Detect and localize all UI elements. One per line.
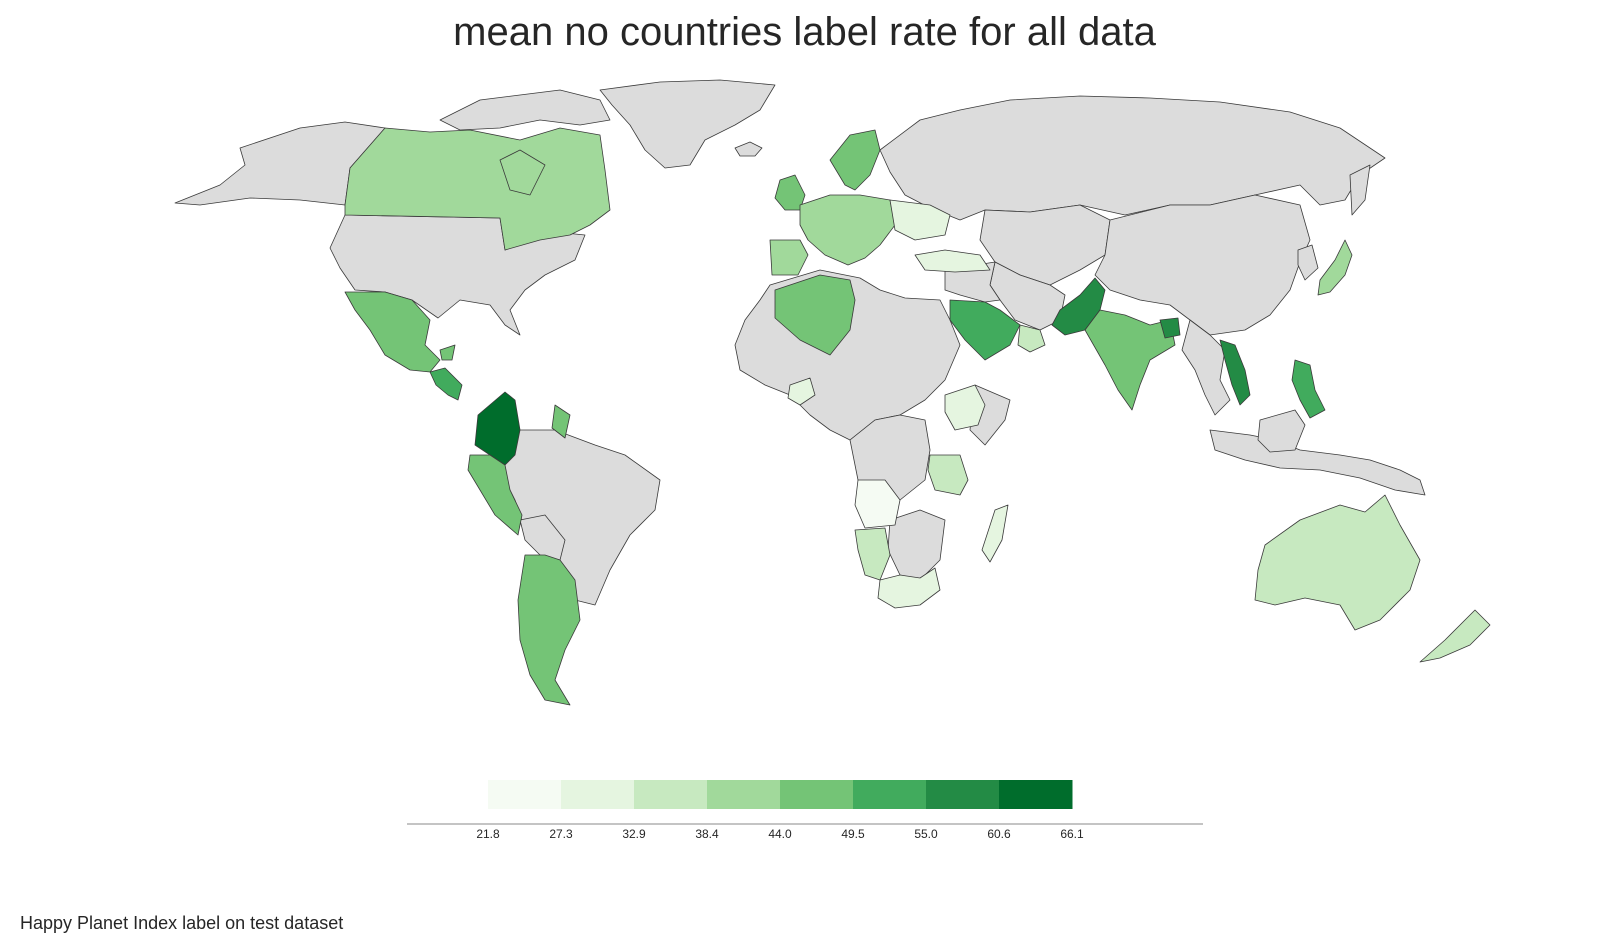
country-southeast-asia[interactable] <box>1181 319 1231 416</box>
country-china[interactable] <box>1094 194 1311 336</box>
country-russia[interactable] <box>879 95 1386 221</box>
country-mexico[interactable] <box>344 291 441 373</box>
legend-swatch <box>999 780 1073 809</box>
data-countries <box>344 127 1491 706</box>
country-borneo[interactable] <box>1257 409 1306 453</box>
country-argentina-chile[interactable] <box>517 554 581 706</box>
country-japan[interactable] <box>1317 239 1353 296</box>
legend-tick-label: 49.5 <box>841 827 865 841</box>
country-peru[interactable] <box>467 454 523 536</box>
country-kamchatka[interactable] <box>1349 164 1371 216</box>
country-new-zealand[interactable] <box>1419 609 1491 663</box>
country-spain[interactable] <box>769 239 809 276</box>
country-eastern-europe[interactable] <box>889 199 951 241</box>
country-australia[interactable] <box>1254 494 1421 631</box>
country-south-africa[interactable] <box>877 567 941 609</box>
country-philippines[interactable] <box>1291 359 1326 419</box>
country-arctic-islands[interactable] <box>439 89 611 131</box>
footer-caption: Happy Planet Index label on test dataset <box>20 913 344 933</box>
country-canada[interactable] <box>344 127 611 251</box>
legend-swatch <box>488 780 562 809</box>
country-iceland[interactable] <box>734 141 763 157</box>
legend-tick-label: 60.6 <box>987 827 1011 841</box>
country-nigeria[interactable] <box>787 377 816 406</box>
legend-swatches <box>488 780 1073 809</box>
legend-tick-label: 44.0 <box>768 827 792 841</box>
country-alaska[interactable] <box>174 121 386 206</box>
country-korea[interactable] <box>1297 244 1319 281</box>
legend-tick-label: 27.3 <box>549 827 573 841</box>
country-sweden-norway[interactable] <box>829 129 881 191</box>
legend-tick-label: 66.1 <box>1060 827 1084 841</box>
country-ethiopia[interactable] <box>944 384 986 431</box>
legend-swatch <box>853 780 927 809</box>
legend-ticks: 21.8 27.3 32.9 38.4 44.0 49.5 55.0 60.6 66.1 <box>476 827 1084 841</box>
country-caribbean[interactable] <box>439 344 456 361</box>
legend-swatch <box>634 780 708 809</box>
country-tanzania[interactable] <box>927 454 969 496</box>
color-legend: 21.8 27.3 32.9 38.4 44.0 49.5 55.0 60.6 66.1 <box>407 780 1203 841</box>
legend-swatch <box>926 780 1000 809</box>
country-guyana[interactable] <box>551 404 571 439</box>
country-madagascar[interactable] <box>981 504 1009 563</box>
country-bangladesh[interactable] <box>1159 317 1181 339</box>
legend-tick-label: 55.0 <box>914 827 938 841</box>
country-guatemala-honduras[interactable] <box>429 367 463 401</box>
legend-tick-label: 32.9 <box>622 827 646 841</box>
country-vietnam[interactable] <box>1219 339 1251 406</box>
country-turkey[interactable] <box>914 249 991 273</box>
legend-swatch <box>561 780 635 809</box>
country-saudi-arabia[interactable] <box>949 299 1021 361</box>
country-algeria[interactable] <box>774 274 856 356</box>
map-title: mean no countries label rate for all dat… <box>453 10 1156 54</box>
country-angola[interactable] <box>854 479 901 529</box>
country-colombia[interactable] <box>474 391 521 466</box>
country-oman[interactable] <box>1017 324 1046 353</box>
legend-tick-label: 21.8 <box>476 827 500 841</box>
country-greenland[interactable] <box>599 79 776 169</box>
country-central-asia[interactable] <box>979 204 1111 286</box>
country-western-europe[interactable] <box>799 194 896 266</box>
legend-swatch <box>780 780 854 809</box>
country-india[interactable] <box>1084 309 1176 411</box>
legend-swatch <box>707 780 781 809</box>
legend-tick-label: 38.4 <box>695 827 719 841</box>
